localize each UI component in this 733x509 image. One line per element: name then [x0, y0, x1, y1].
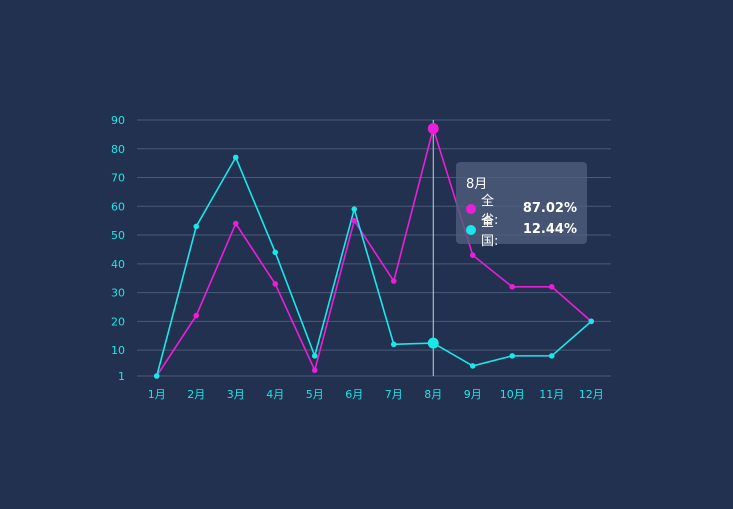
x-axis-labels: 1月 2月 3月 4月 5月 6月 7月 8月 9月 10月 11月 12月: [148, 388, 604, 401]
national-legend-dot: [466, 224, 476, 235]
data-points[interactable]: [153, 123, 595, 379]
y-tick-label: 50: [111, 229, 125, 242]
tooltip-row-national: 全国: 12.44%: [466, 215, 577, 249]
x-tick-label: 4月: [266, 388, 284, 401]
y-tick-label: 70: [111, 172, 125, 185]
data-point-province[interactable]: [427, 123, 439, 135]
data-point-national[interactable]: [193, 223, 200, 230]
data-point-national[interactable]: [588, 318, 595, 325]
x-tick-label: 12月: [579, 388, 604, 401]
series-line-national: [155, 155, 592, 377]
x-tick-label: 10月: [500, 388, 525, 401]
data-point-national[interactable]: [311, 353, 318, 359]
y-tick-label: 80: [111, 143, 125, 156]
x-tick-label: 9月: [464, 388, 482, 401]
x-tick-label: 8月: [424, 388, 442, 401]
tooltip-title: 8月: [466, 177, 488, 192]
data-point-national[interactable]: [272, 249, 279, 256]
y-tick-label: 10: [111, 344, 125, 357]
x-tick-label: 5月: [306, 388, 324, 401]
data-point-national[interactable]: [548, 353, 555, 359]
data-point-province[interactable]: [390, 278, 397, 284]
data-point-province[interactable]: [272, 281, 279, 287]
y-tick-label: 60: [111, 200, 125, 213]
data-point-national[interactable]: [232, 154, 239, 161]
x-tick-label: 1月: [148, 388, 166, 401]
series-line-province: [156, 125, 592, 377]
x-tick-label: 11月: [539, 388, 564, 401]
tooltip: 8月 全省: 87.02% 全国: 12.44%: [456, 162, 587, 249]
data-point-national[interactable]: [427, 337, 439, 349]
data-point-national[interactable]: [469, 363, 476, 369]
tooltip-label-province: 全省:: [481, 193, 499, 228]
y-tick-label: 90: [111, 114, 125, 127]
data-point-national[interactable]: [351, 206, 358, 212]
data-point-province[interactable]: [548, 284, 555, 290]
x-tick-label: 3月: [227, 388, 245, 401]
tooltip-value-province: 87.02%: [522, 201, 577, 216]
y-tick-label: 1: [118, 370, 125, 383]
data-point-province[interactable]: [193, 312, 200, 319]
data-point-province[interactable]: [232, 220, 239, 227]
data-point-national[interactable]: [390, 341, 397, 348]
data-point-national[interactable]: [509, 353, 516, 359]
tooltip-row-province: 全省: 87.02%: [466, 194, 577, 228]
tooltip-label-national: 全国:: [481, 214, 499, 249]
y-tick-label: 20: [111, 315, 125, 328]
data-point-province[interactable]: [311, 367, 318, 374]
data-point-province[interactable]: [469, 252, 476, 258]
x-tick-label: 6月: [345, 388, 363, 401]
data-point-province[interactable]: [509, 284, 516, 290]
y-tick-label: 40: [111, 258, 125, 271]
province-legend-dot: [466, 203, 476, 214]
y-axis-labels: 1 10 20 30 40 50 60 70 80 90: [111, 114, 125, 383]
series-lines: [155, 125, 592, 377]
x-tick-label: 2月: [187, 388, 205, 401]
tooltip-value-national: 12.44%: [522, 222, 577, 237]
y-tick-label: 30: [111, 287, 125, 300]
data-point-national[interactable]: [153, 373, 160, 379]
x-tick-label: 7月: [385, 388, 403, 401]
data-point-province[interactable]: [351, 217, 358, 224]
grid-lines: [137, 119, 611, 377]
